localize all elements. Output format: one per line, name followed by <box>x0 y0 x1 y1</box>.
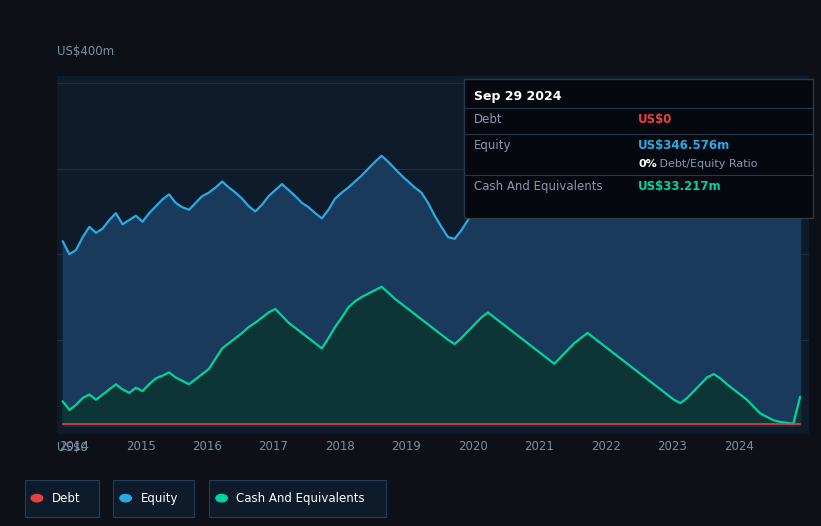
Text: Debt: Debt <box>474 113 502 126</box>
Text: Debt: Debt <box>52 492 80 504</box>
Text: Sep 29 2024: Sep 29 2024 <box>474 90 562 103</box>
Text: US$346.576m: US$346.576m <box>639 139 731 153</box>
Text: Equity: Equity <box>140 492 178 504</box>
Text: Cash And Equivalents: Cash And Equivalents <box>474 180 603 194</box>
Text: US$400m: US$400m <box>57 45 115 58</box>
Text: Cash And Equivalents: Cash And Equivalents <box>236 492 365 504</box>
Text: 0%: 0% <box>639 159 657 169</box>
Text: US$33.217m: US$33.217m <box>639 180 722 194</box>
Text: US$0: US$0 <box>639 113 672 126</box>
Text: Debt/Equity Ratio: Debt/Equity Ratio <box>657 159 758 169</box>
Text: Equity: Equity <box>474 139 511 153</box>
Text: US$0: US$0 <box>57 441 88 454</box>
